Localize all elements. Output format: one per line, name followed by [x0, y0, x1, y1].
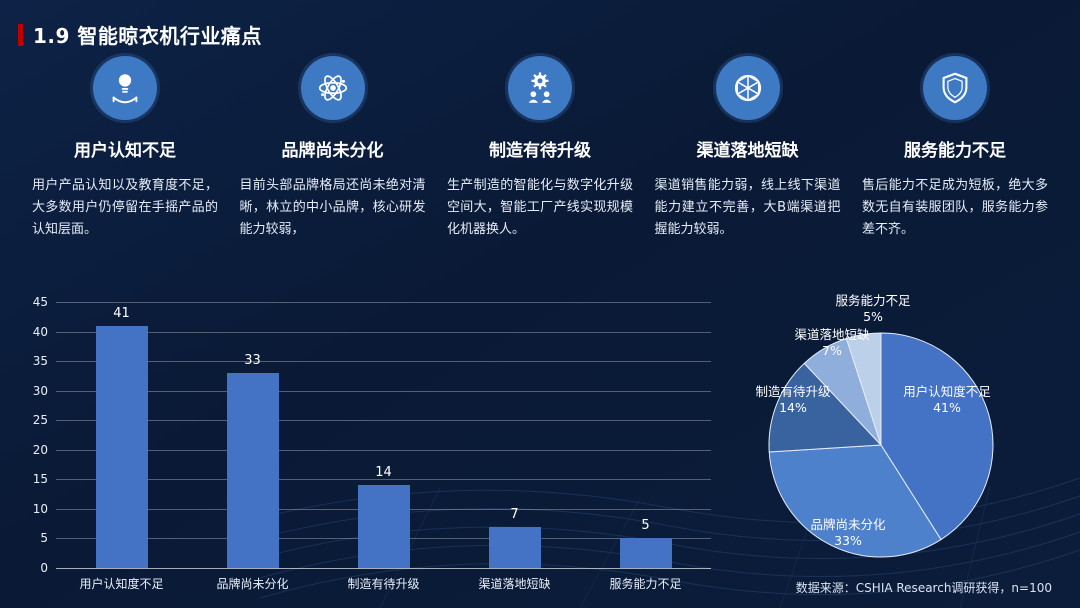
pie-label-pct: 14%	[779, 400, 807, 416]
bar	[95, 325, 148, 568]
pie-label-service: 服务能力不足 5%	[819, 293, 927, 326]
pie-label-text: 品牌尚未分化	[810, 517, 886, 532]
pain-point-desc: 售后能力不足成为短板，绝大多数无自有装服团队，服务能力参差不齐。	[862, 178, 1048, 238]
pain-point-title: 服务能力不足	[904, 141, 1006, 161]
bar-plot: 41 用户认知度不足 33 品牌尚未分化 14 制造有待升级 7 渠道落地短缺 5 服务能力不足	[56, 302, 711, 591]
y-axis-tick-label: 40	[32, 324, 48, 339]
bar-value-label: 7	[510, 506, 519, 522]
pie-label-manufacturing: 制造有待升级 14%	[739, 384, 847, 417]
gridline	[56, 449, 711, 451]
bar-value-label: 33	[244, 352, 261, 368]
pie-label-pct: 41%	[933, 400, 961, 416]
pain-point-title: 渠道落地短缺	[696, 141, 799, 161]
y-axis-tick-label: 45	[32, 295, 48, 309]
pie-label-pct: 7%	[822, 343, 842, 359]
pain-point-service: 服务能力不足 售后能力不足成为短板，绝大多数无自有装服团队，服务能力参差不齐。	[860, 56, 1050, 241]
gear-people-icon	[508, 56, 572, 120]
pain-point-manufacturing: 制造有待升级 生产制造的智能化与数字化升级空间大，智能工厂产线实现规模化机器换人…	[445, 56, 635, 241]
y-axis-tick-label: 35	[32, 354, 48, 369]
hand-lightbulb-icon	[93, 56, 157, 120]
y-axis-tick-label: 25	[32, 413, 48, 428]
pie-slice	[768, 362, 883, 453]
pie-label-text: 渠道落地短缺	[794, 327, 870, 342]
pain-point-user-awareness: 用户认知不足 用户产品认知以及教育度不足，大多数用户仍停留在手摇产品的认知层面。	[30, 56, 220, 241]
pain-point-title: 用户认知不足	[74, 141, 176, 161]
pain-points-row: 用户认知不足 用户产品认知以及教育度不足，大多数用户仍停留在手摇产品的认知层面。…	[30, 56, 1050, 241]
page-title: 1.9 智能晾衣机行业痛点	[33, 24, 262, 48]
pain-point-title: 品牌尚未分化	[281, 141, 384, 161]
bar-category-label: 渠道落地短缺	[478, 577, 551, 591]
bar-category-label: 服务能力不足	[609, 577, 682, 591]
pie-chart-svg	[768, 332, 994, 558]
pain-point-desc: 用户产品认知以及教育度不足，大多数用户仍停留在手摇产品的认知层面。	[32, 178, 218, 238]
y-axis-tick-label: 10	[32, 501, 48, 516]
atom-icon	[300, 56, 365, 120]
pie-slice	[880, 332, 994, 541]
pie-label-text: 用户认知度不足	[903, 384, 991, 399]
gridline	[56, 302, 711, 303]
pie-label-user-awareness: 用户认知度不足 41%	[893, 384, 1001, 417]
wireframe-globe-icon	[715, 56, 780, 120]
pain-point-desc: 生产制造的智能化与数字化升级空间大，智能工厂产线实现规模化机器换人。	[447, 178, 633, 238]
bar-value-label: 41	[113, 305, 130, 321]
pain-point-channel: 渠道落地短缺 渠道销售能力弱，线上线下渠道能力建立不完善，大B端渠道把握能力较弱…	[653, 56, 843, 241]
gridline	[56, 479, 711, 481]
bar	[226, 372, 279, 568]
gridline	[56, 420, 711, 422]
pie-slice	[845, 332, 882, 446]
source-note: 数据来源：CSHIA Research调研获得，n=100	[795, 581, 1052, 595]
bar-category-label: 品牌尚未分化	[216, 577, 289, 591]
pie-label-pct: 5%	[863, 309, 883, 325]
pain-point-desc: 渠道销售能力弱，线上线下渠道能力建立不完善，大B端渠道把握能力较弱。	[654, 178, 841, 238]
pie-label-text: 制造有待升级	[755, 384, 831, 399]
bar	[488, 526, 541, 568]
pain-point-brand: 品牌尚未分化 目前头部品牌格局还尚未绝对清晰，林立的中小品牌，核心研发能力较弱，	[238, 56, 428, 241]
shield-icon	[923, 56, 987, 120]
bar	[357, 485, 410, 568]
y-axis-tick-label: 0	[40, 561, 48, 575]
pie-label-channel: 渠道落地短缺 7%	[778, 327, 886, 360]
gridline	[56, 331, 711, 333]
pie-label-brand: 品牌尚未分化 33%	[794, 517, 902, 550]
bar-value-label: 14	[375, 465, 392, 481]
title-accent-bar	[18, 23, 23, 46]
bar-y-axis: 0 5 10 15 20 25 30 35 40 45	[14, 295, 48, 575]
bar	[619, 538, 672, 568]
bar-value-label: 5	[641, 518, 650, 534]
y-axis-tick-label: 30	[32, 383, 48, 398]
pain-point-title: 制造有待升级	[489, 141, 591, 161]
pie-slice	[768, 444, 942, 558]
pie-label-pct: 33%	[834, 533, 862, 549]
gridline	[56, 568, 711, 569]
pie-label-text: 服务能力不足	[835, 293, 911, 308]
y-axis-tick-label: 20	[32, 442, 48, 457]
gridline	[56, 390, 711, 392]
pain-point-desc: 目前头部品牌格局还尚未绝对清晰，林立的中小品牌，核心研发能力较弱，	[239, 178, 426, 238]
bar-category-label: 用户认知度不足	[79, 577, 164, 591]
y-axis-tick-label: 5	[40, 531, 48, 546]
header: 1.9 智能晾衣机行业痛点	[18, 20, 262, 49]
gridline	[56, 361, 711, 363]
y-axis-tick-label: 15	[32, 472, 48, 487]
bar-category-label: 制造有待升级	[347, 577, 420, 591]
